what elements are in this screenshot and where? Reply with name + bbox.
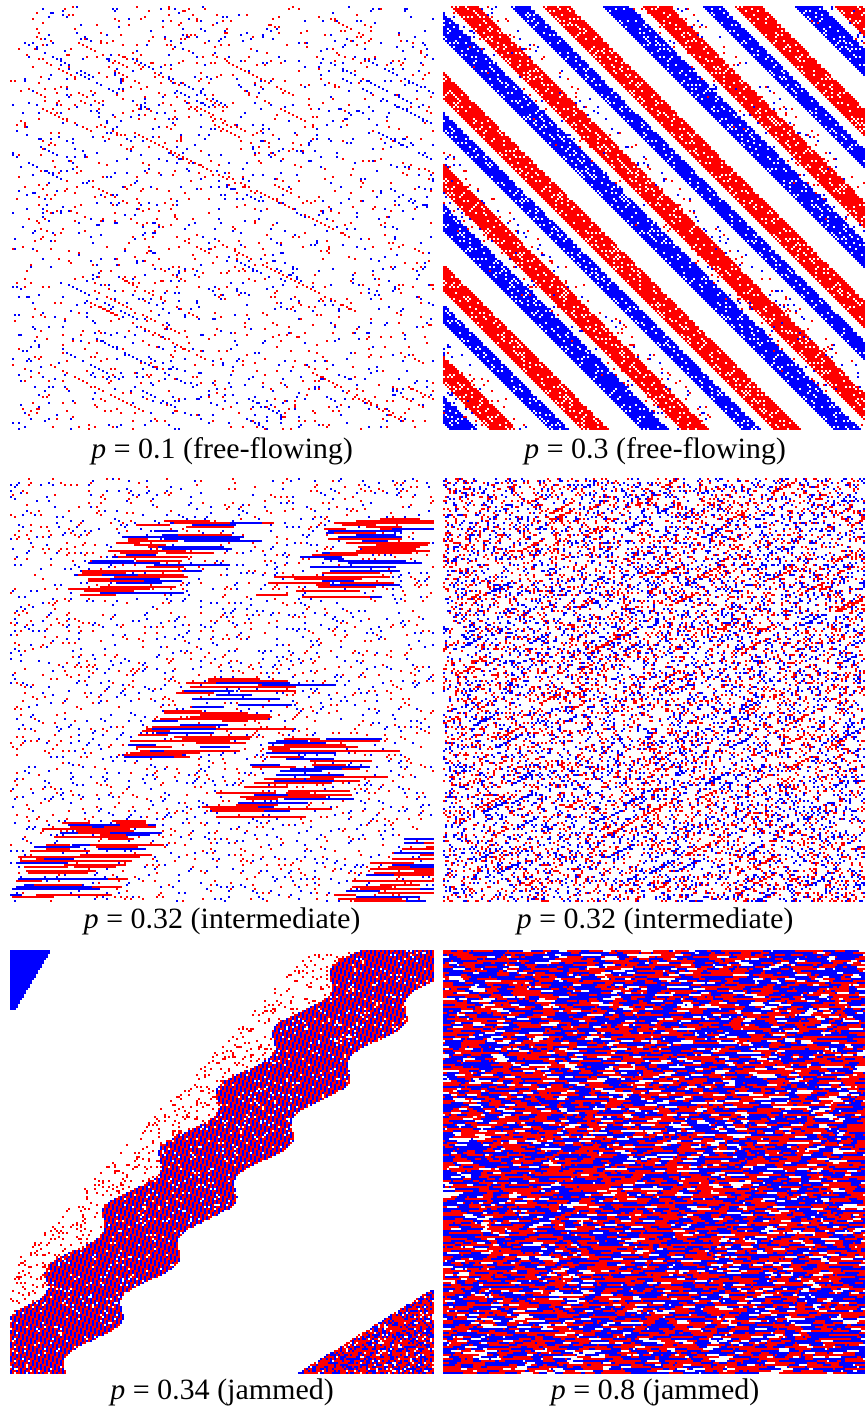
p-symbol: p: [91, 432, 107, 465]
equals-sign: =: [113, 432, 131, 465]
blue-cells: [443, 478, 865, 902]
p-value: 0.1: [138, 432, 176, 465]
equals-sign: =: [546, 432, 564, 465]
equals-sign: =: [106, 902, 123, 935]
red-cells: [10, 6, 434, 430]
regime-label: (intermediate): [623, 902, 794, 935]
equals-sign: =: [573, 1373, 591, 1406]
regime-label: (jammed): [217, 1373, 334, 1406]
regime-label: (intermediate): [190, 902, 361, 935]
panel-caption: p = 0.3 (free-flowing): [443, 425, 865, 473]
simulation-panel-p-0-32-intermediate-a: [10, 478, 434, 902]
spacetime-diagram: [10, 478, 434, 902]
regime-label: (free-flowing): [183, 432, 353, 465]
panel-caption: p = 0.8 (jammed): [443, 1366, 865, 1414]
blue-cells: [10, 950, 434, 1374]
equals-sign: =: [132, 1373, 150, 1406]
simulation-panel-p-0-1-free-flowing: [10, 6, 434, 430]
blue-cells: [10, 478, 434, 902]
panel-caption: p = 0.34 (jammed): [10, 1366, 434, 1414]
p-value: 0.32: [130, 902, 184, 935]
p-symbol: p: [83, 902, 99, 935]
equals-sign: =: [539, 902, 556, 935]
simulation-panel-p-0-34-jammed: [10, 950, 434, 1374]
spacetime-diagram: [10, 6, 434, 430]
spacetime-diagram: [443, 950, 865, 1374]
blue-cells: [12, 6, 434, 430]
regime-label: (jammed): [642, 1373, 760, 1406]
p-symbol: p: [110, 1373, 126, 1406]
spacetime-diagram: [10, 950, 434, 1374]
panel-caption: p = 0.1 (free-flowing): [10, 425, 434, 473]
panel-caption: p = 0.32 (intermediate): [10, 895, 434, 943]
regime-label: (free-flowing): [616, 432, 786, 465]
simulation-panel-p-0-8-jammed: [443, 950, 865, 1374]
simulation-panel-p-0-32-intermediate-b: [443, 478, 865, 902]
simulation-panel-p-0-3-free-flowing: [443, 6, 865, 430]
spacetime-diagram: [443, 6, 865, 430]
blue-cells: [443, 950, 865, 1374]
p-symbol: p: [524, 432, 540, 465]
blue-cells: [443, 6, 865, 430]
red-cells: [443, 6, 865, 430]
p-value: 0.32: [563, 902, 617, 935]
p-symbol: p: [550, 1373, 566, 1406]
spacetime-diagram: [443, 478, 865, 902]
p-symbol: p: [516, 902, 532, 935]
p-value: 0.34: [157, 1373, 210, 1406]
panel-caption: p = 0.32 (intermediate): [443, 895, 865, 943]
p-value: 0.3: [571, 432, 609, 465]
p-value: 0.8: [597, 1373, 636, 1406]
